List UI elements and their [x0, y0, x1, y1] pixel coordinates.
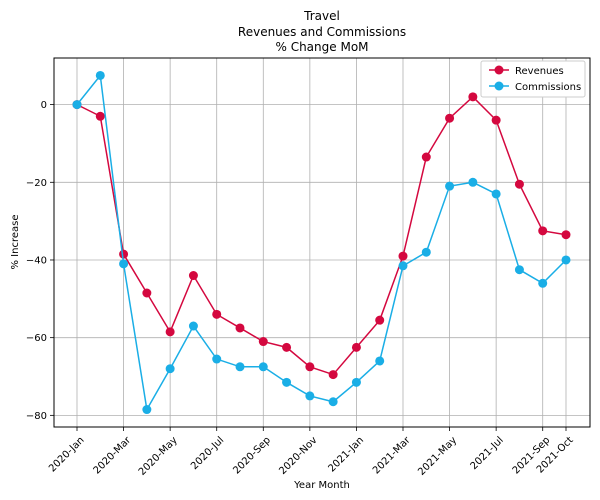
x-tick-label: 2021-Jul: [469, 435, 506, 472]
x-tick-label: 2020-Mar: [92, 434, 134, 476]
point-revenues: [95, 111, 105, 121]
point-commissions: [119, 259, 129, 269]
point-commissions: [305, 391, 315, 401]
x-tick-label: 2020-Sep: [231, 435, 273, 477]
point-revenues: [258, 337, 268, 347]
point-revenues: [491, 115, 501, 125]
point-revenues: [375, 315, 385, 325]
chart-title-line-2: Revenues and Commissions: [238, 25, 406, 39]
point-revenues: [188, 271, 198, 281]
point-commissions: [282, 377, 292, 387]
point-revenues: [445, 113, 455, 123]
point-commissions: [235, 362, 245, 372]
point-commissions: [561, 255, 571, 265]
chart-title-line-3: % Change MoM: [275, 40, 368, 54]
point-commissions: [421, 247, 431, 257]
y-tick-label: 0: [41, 100, 47, 111]
point-commissions: [491, 189, 501, 199]
point-commissions: [445, 181, 455, 191]
point-revenues: [165, 327, 175, 337]
chart-title-line-1: Travel: [303, 9, 340, 23]
point-revenues: [328, 370, 338, 380]
x-tick-label: 2020-Nov: [277, 435, 319, 477]
plot-frame: [53, 57, 591, 428]
point-commissions: [95, 70, 105, 80]
legend-marker-revenues: [494, 65, 504, 75]
x-tick-label: 2020-Jan: [47, 435, 87, 475]
series-revenues: [72, 92, 571, 380]
y-tick-label: −20: [26, 178, 47, 189]
grid-lines: [54, 58, 590, 427]
x-tick-label: 2021-Jan: [326, 435, 366, 475]
x-axis: 2020-Jan 2020-Mar 2020-May 2020-Jul 2020-Sep…: [47, 427, 576, 478]
point-commissions: [351, 377, 361, 387]
point-revenues: [305, 362, 315, 372]
x-tick-label: 2020-May: [137, 435, 180, 478]
x-tick-label: 2021-May: [416, 435, 459, 478]
x-tick-label: 2021-Mar: [371, 434, 413, 476]
point-commissions: [538, 278, 548, 288]
point-commissions: [398, 261, 408, 271]
series-layer: [72, 70, 571, 415]
point-revenues: [212, 309, 222, 319]
point-commissions: [514, 265, 524, 275]
point-revenues: [538, 226, 548, 236]
series-line-revenues: [76, 95, 567, 376]
point-commissions: [72, 100, 82, 110]
point-commissions: [142, 405, 152, 415]
legend-label-revenues: Revenues: [515, 66, 564, 77]
x-tick-label: 2020-Jul: [189, 435, 226, 472]
series-commissions: [72, 70, 571, 415]
x-axis-label: Year Month: [293, 480, 350, 491]
point-commissions: [258, 362, 268, 372]
y-tick-label: −40: [26, 255, 47, 266]
point-revenues: [561, 230, 571, 240]
point-revenues: [282, 342, 292, 352]
y-tick-label: −80: [26, 411, 47, 422]
point-revenues: [351, 342, 361, 352]
point-commissions: [212, 354, 222, 364]
point-revenues: [421, 152, 431, 162]
point-revenues: [398, 251, 408, 261]
legend: Revenues Commissions: [480, 60, 586, 98]
point-revenues: [119, 249, 129, 259]
point-commissions: [468, 177, 478, 187]
point-revenues: [514, 179, 524, 189]
point-revenues: [142, 288, 152, 298]
point-commissions: [375, 356, 385, 366]
legend-marker-commissions: [494, 81, 504, 91]
y-axis-label: % Increase: [10, 215, 21, 270]
legend-label-commissions: Commissions: [515, 82, 581, 93]
point-commissions: [165, 364, 175, 374]
point-commissions: [328, 397, 338, 407]
point-revenues: [468, 92, 478, 102]
y-axis: 0 −20 −40 −60 −80: [26, 100, 54, 422]
point-commissions: [188, 321, 198, 331]
y-tick-label: −60: [26, 333, 47, 344]
chart-title: Travel Revenues and Commissions % Change…: [238, 9, 406, 54]
point-revenues: [235, 323, 245, 333]
series-line-commissions: [76, 73, 567, 412]
